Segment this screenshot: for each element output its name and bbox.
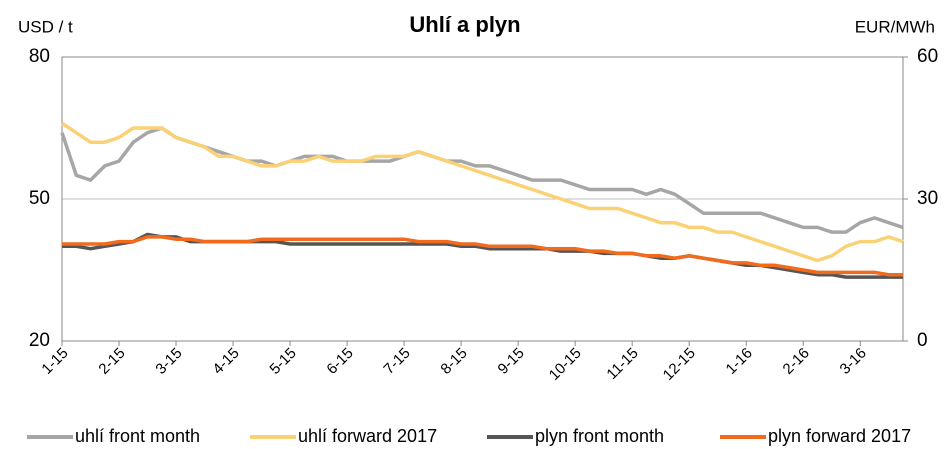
plot-border <box>61 56 904 342</box>
y-axis-label: USD / t <box>18 17 73 36</box>
y-tick-label: 80 <box>29 46 50 67</box>
y2-axis-label: EUR/MWh <box>855 17 935 36</box>
y2-tick-label: 60 <box>917 46 938 67</box>
legend-label: plyn front month <box>535 426 664 446</box>
chart-title: Uhlí a plyn <box>409 12 520 37</box>
series-line <box>61 121 904 263</box>
legend-label: uhlí front month <box>75 426 200 446</box>
y2-tick-label: 30 <box>917 188 938 209</box>
y-tick-label: 50 <box>29 188 50 209</box>
y-tick-label: 20 <box>29 330 50 351</box>
y2-tick-label: 0 <box>917 330 928 351</box>
legend-label: plyn forward 2017 <box>768 426 911 446</box>
series-line <box>62 235 903 277</box>
legend-label: uhlí forward 2017 <box>298 426 437 446</box>
